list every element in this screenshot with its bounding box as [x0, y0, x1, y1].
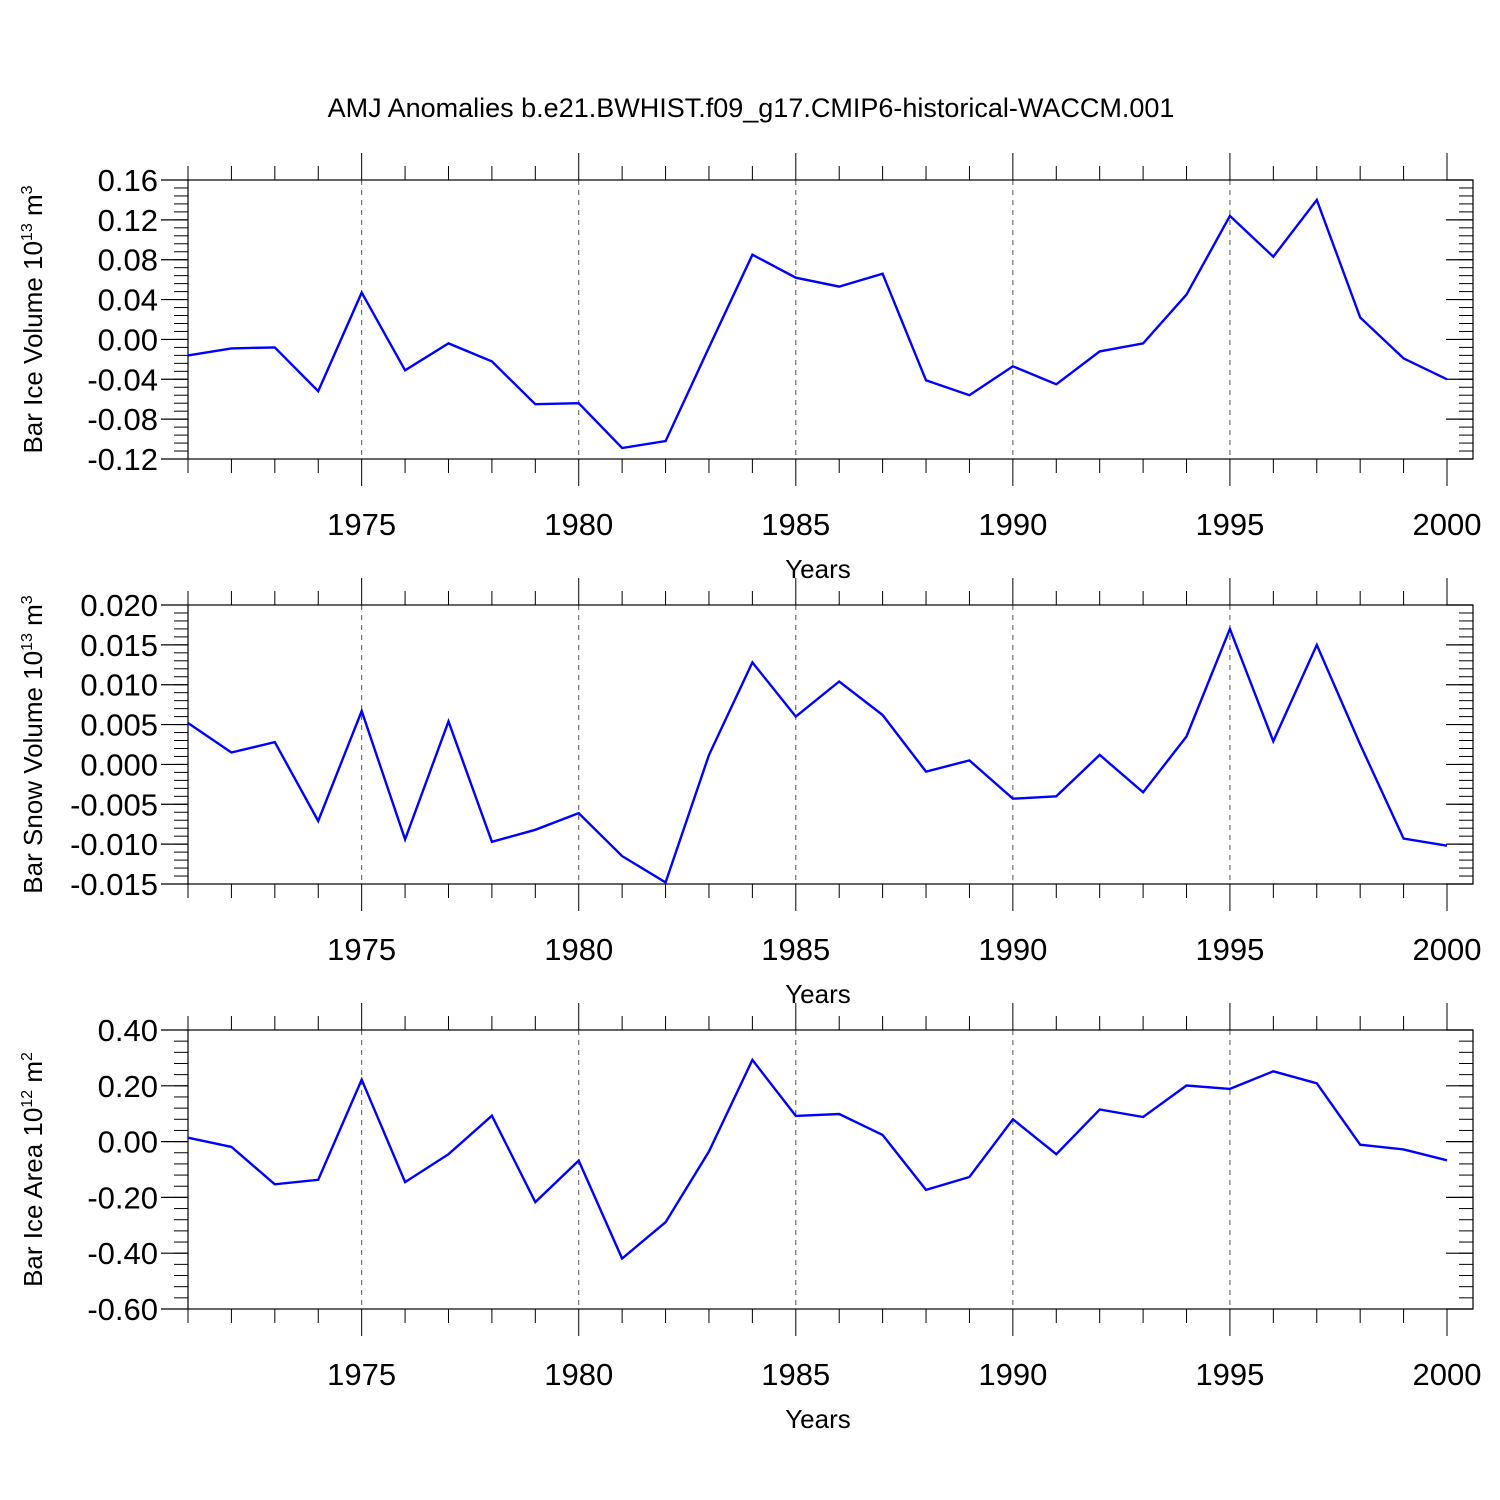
x-tick-label: 1995 [1195, 1357, 1264, 1392]
plot-frame [187, 604, 1474, 885]
y-tick-label: -0.60 [87, 1292, 158, 1327]
y-axis-label: Bar Snow Volume 1013 m3 [18, 595, 48, 894]
series-line [187, 625, 1448, 885]
y-tick-label: -0.40 [87, 1236, 158, 1271]
panel-2: -0.015 -0.010 -0.005 0.000 0.005 0.010 0.015 0.… [18, 578, 1481, 1009]
x-axis-label: Years [785, 554, 851, 584]
y-tick-label: -0.005 [70, 787, 158, 822]
x-tick-label: 2000 [1413, 932, 1482, 967]
x-axis-label: Years [785, 979, 851, 1009]
y-tick-label: -0.015 [70, 867, 158, 902]
y-tick-label: 0.000 [80, 747, 158, 782]
x-tick-label: 1975 [327, 507, 396, 542]
y-tick-label: 0.00 [98, 1125, 158, 1160]
y-axis-label: Bar Ice Area 1012 m2 [18, 1052, 48, 1287]
y-tick-label: 0.005 [80, 708, 158, 743]
y-tick-label: 0.08 [98, 243, 158, 278]
y-tick-label: -0.04 [87, 362, 158, 397]
y-tick-label: 0.015 [80, 628, 158, 663]
x-tick-label: 1990 [978, 507, 1047, 542]
x-tick-label: 1985 [761, 507, 830, 542]
y-tick-label: -0.08 [87, 402, 158, 437]
y-axis-label: Bar Ice Volume 1013 m3 [18, 185, 48, 453]
panel-3: -0.60 -0.40 -0.20 0.00 0.20 0.40 1975 1980 1985 1… [18, 1003, 1481, 1434]
x-tick-label: 1980 [544, 507, 613, 542]
x-tick-label: 2000 [1413, 507, 1482, 542]
x-axis-label: Years [785, 1404, 851, 1434]
x-tick-label: 1985 [761, 1357, 830, 1392]
plot-frame [187, 1029, 1474, 1310]
y-tick-label: 0.010 [80, 668, 158, 703]
y-tick-label: -0.12 [87, 442, 158, 477]
x-tick-label: 1990 [978, 932, 1047, 967]
plot-frame [187, 179, 1474, 460]
x-tick-label: 1975 [327, 1357, 396, 1392]
y-tick-label: -0.20 [87, 1180, 158, 1215]
y-tick-label: 0.00 [98, 322, 158, 357]
y-tick-label: 0.40 [98, 1013, 158, 1048]
panels: -0.12 -0.08 -0.04 0.00 0.04 0.08 0.12 0.16 1975 1… [18, 153, 1481, 1434]
series-line [187, 197, 1448, 450]
x-tick-label: 2000 [1413, 1357, 1482, 1392]
series-line [187, 1057, 1448, 1261]
x-tick-label: 1980 [544, 1357, 613, 1392]
x-tick-label: 1995 [1195, 932, 1264, 967]
panel-1: -0.12 -0.08 -0.04 0.00 0.04 0.08 0.12 0.16 1975 1… [18, 153, 1481, 584]
y-tick-label: -0.010 [70, 827, 158, 862]
x-tick-label: 1980 [544, 932, 613, 967]
x-tick-label: 1985 [761, 932, 830, 967]
x-tick-label: 1995 [1195, 507, 1264, 542]
y-tick-label: 0.12 [98, 203, 158, 238]
y-tick-label: 0.020 [80, 588, 158, 623]
y-tick-label: 0.16 [98, 163, 158, 198]
y-tick-label: 0.20 [98, 1069, 158, 1104]
y-tick-label: 0.04 [98, 283, 158, 318]
chart-title: AMJ Anomalies b.e21.BWHIST.f09_g17.CMIP6… [328, 93, 1175, 123]
x-tick-label: 1990 [978, 1357, 1047, 1392]
x-tick-label: 1975 [327, 932, 396, 967]
